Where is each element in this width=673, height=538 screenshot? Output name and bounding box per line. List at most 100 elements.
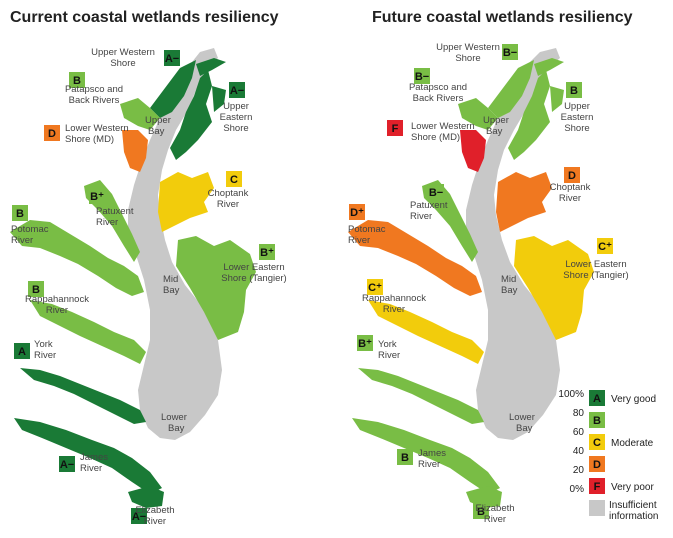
grade-badge-james-river: A−	[59, 456, 75, 472]
region-elizabeth	[128, 486, 164, 508]
region-label-line: James	[80, 452, 108, 463]
region-lower-eastern-shore	[176, 236, 256, 340]
grade-badge-box	[164, 50, 180, 66]
region-upper-western-shore	[488, 58, 564, 118]
region-label-rappahannock-river: Rappahannock River	[362, 293, 426, 315]
grade-badge-text: A−	[60, 459, 74, 471]
region-upper-eastern-shore	[170, 70, 226, 160]
region-label-line: Upper	[564, 101, 590, 112]
grade-badge-box	[414, 68, 430, 84]
grade-badge-york-river: B⁺	[357, 335, 373, 351]
region-label-potomac-river: Potomac River	[348, 224, 386, 246]
label-upper-bay-line1: Upper	[145, 115, 171, 126]
grade-badge-box	[229, 82, 245, 98]
grade-badge-upper-western-shore: A−	[164, 50, 180, 66]
label-upper-bay-line1: Upper	[483, 115, 509, 126]
legend-grade-letter: A	[593, 393, 601, 405]
future-map-title: Future coastal wetlands resiliency	[372, 9, 633, 26]
grade-badge-text: F	[392, 123, 399, 135]
current-map-title: Current coastal wetlands resiliency	[10, 9, 279, 26]
grade-badge-box	[566, 82, 582, 98]
grade-badge-text: B	[570, 85, 578, 97]
region-label-line: Back Rivers	[413, 93, 464, 104]
grade-badge-box	[397, 449, 413, 465]
region-label-upper-western-shore: Upper Western Shore	[91, 47, 155, 69]
grade-badge-text: A	[18, 346, 26, 358]
region-label-line: Choptank	[208, 188, 249, 199]
legend-insufficient-line2: information	[609, 511, 658, 522]
grade-badge-rappahannock-river: B	[28, 281, 44, 297]
grade-badge-york-river: A	[14, 343, 30, 359]
label-mid-bay-line1: Mid	[501, 274, 516, 285]
region-potomac	[10, 220, 144, 296]
region-label-line: River	[80, 463, 102, 474]
region-label-line: Elizabeth	[475, 503, 514, 514]
region-elizabeth	[466, 486, 502, 508]
region-patuxent	[422, 180, 478, 262]
grade-badge-upper-western-shore: B−	[502, 44, 518, 60]
region-james	[352, 418, 500, 494]
grade-badge-text: D	[568, 170, 576, 182]
region-label-line: Shore	[455, 53, 480, 64]
region-label-line: Shore (Tangier)	[221, 273, 286, 284]
grade-badge-patuxent-river: B−	[428, 184, 444, 200]
grade-badge-box	[564, 167, 580, 183]
grade-badge-text: B−	[503, 47, 517, 59]
region-label-line: River	[46, 305, 68, 316]
region-label-line: Upper Western	[91, 47, 155, 58]
region-label-line: River	[11, 235, 33, 246]
region-label-line: Upper Western	[436, 42, 500, 53]
bay-water	[466, 48, 560, 440]
region-label-line: Lower Western	[65, 123, 129, 134]
grade-badge-box	[14, 343, 30, 359]
region-label-lower-western-shore-md: Lower Western Shore (MD)	[411, 121, 475, 143]
grade-badge-text: B	[73, 75, 81, 87]
grade-badge-upper-eastern-shore: B	[566, 82, 582, 98]
region-label-line: Choptank	[550, 182, 591, 193]
region-label-line: Shore (Tangier)	[563, 270, 628, 281]
grade-badge-box	[69, 72, 85, 88]
grade-badge-text: B	[477, 506, 485, 518]
legend-scale-tick: 0%	[570, 484, 585, 495]
region-label-line: Lower Western	[411, 121, 475, 132]
region-label-line: River	[383, 304, 405, 315]
legend-grade-letter: F	[594, 481, 601, 493]
region-label-line: River	[144, 516, 166, 527]
legend-scale-tick: 60	[573, 427, 585, 438]
region-label-line: River	[34, 350, 56, 361]
grade-badge-upper-eastern-shore: A−	[229, 82, 245, 98]
label-mid-bay-line2: Bay	[163, 285, 180, 296]
grade-badge-box	[349, 204, 365, 220]
region-label-line: James	[418, 448, 446, 459]
grade-badge-lower-western-shore-md: F	[387, 120, 403, 136]
region-lower-western-shore-md	[122, 130, 148, 172]
legend-scale-tick: 40	[573, 446, 585, 457]
grade-badge-box	[428, 184, 444, 200]
region-label-rappahannock-river: Rappahannock River	[25, 294, 89, 316]
legend-swatch-b	[589, 412, 605, 428]
grade-badge-lower-eastern-shore-tangier: C⁺	[597, 238, 613, 254]
legend-insufficient-line1: Insufficient	[609, 500, 657, 511]
region-label-line: Rappahannock	[362, 293, 426, 304]
region-james	[14, 418, 162, 494]
legend-grade-letter: D	[593, 459, 601, 471]
grade-badge-box	[44, 125, 60, 141]
region-label-line: Potomac	[11, 224, 49, 235]
legend-label: Moderate	[611, 438, 654, 449]
legend-label: Very good	[611, 394, 656, 405]
label-lower-bay-line2: Bay	[168, 423, 185, 434]
region-label-line: River	[559, 193, 581, 204]
region-label-james-river: James River	[418, 448, 446, 470]
grade-badge-text: A−	[132, 511, 146, 523]
grade-badge-text: B−	[415, 71, 429, 83]
grade-badge-lower-eastern-shore-tangier: B⁺	[259, 244, 275, 260]
region-label-line: River	[410, 211, 432, 222]
grade-badge-box	[226, 171, 242, 187]
grade-badge-box	[473, 503, 489, 519]
legend-swatch-a	[589, 390, 605, 406]
region-label-line: River	[378, 350, 400, 361]
region-label-york-river: York River	[34, 339, 56, 361]
grade-badge-choptank-river: C	[226, 171, 242, 187]
region-label-york-river: York River	[378, 339, 400, 361]
